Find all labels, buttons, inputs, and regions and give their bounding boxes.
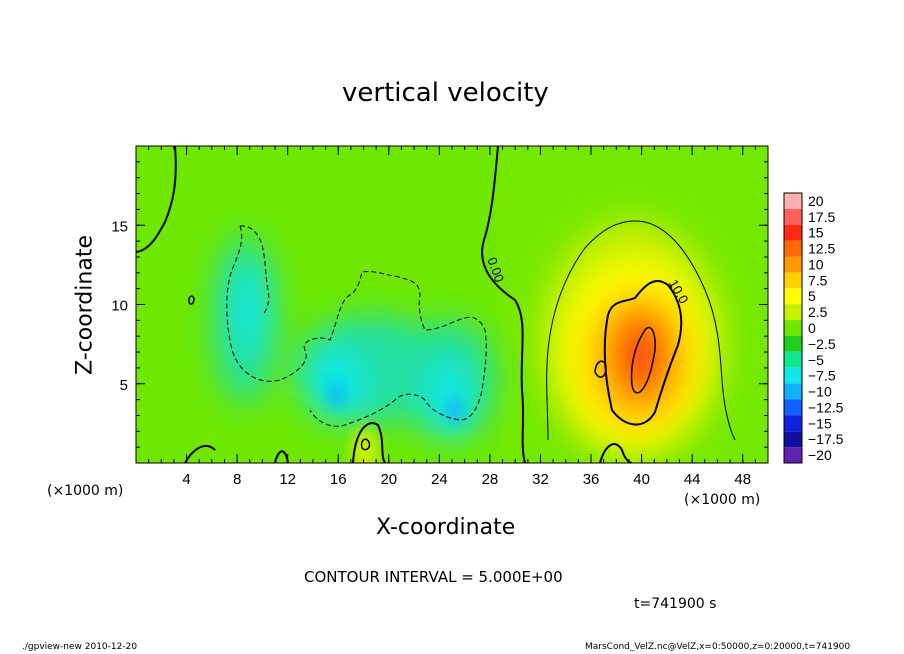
x-tick-label: 40 [633, 471, 650, 488]
colorbar-swatch [784, 415, 802, 432]
x-axis-unit-right: (×1000 m) [684, 492, 761, 508]
x-axis-unit-left: (×1000 m) [47, 483, 124, 499]
colorbar-label: −2.5 [808, 336, 836, 352]
x-tick-label: 36 [583, 471, 600, 488]
colorbar-label: −15 [808, 415, 832, 431]
x-tick-label: 8 [233, 471, 241, 488]
negative-contours [226, 225, 487, 427]
colorbar-swatch [784, 240, 802, 257]
colorbar: 2017.51512.5107.552.50−2.5−5−7.5−10−12.5… [783, 192, 844, 464]
colorbar-swatch [784, 367, 802, 384]
colorbar-swatch [784, 447, 802, 463]
colorbar-swatch [784, 193, 802, 209]
colorbar-label: 0 [808, 320, 816, 336]
colorbar-swatch [784, 256, 802, 273]
colorbar-label: −20 [808, 447, 832, 463]
colorbar-label: 17.5 [808, 209, 835, 225]
colorbar-label: 15 [808, 225, 824, 241]
x-tick-label: 28 [482, 471, 499, 488]
colorbar-label: 12.5 [808, 241, 835, 257]
colorbar-swatch [784, 272, 802, 289]
x-tick-label: 24 [431, 471, 448, 488]
chart-title: vertical velocity [342, 78, 549, 108]
colorbar-swatch [784, 320, 802, 336]
x-tick-label: 12 [279, 471, 296, 488]
plot-area: 0.00 10.0 [136, 146, 768, 463]
colorbar-swatch [784, 304, 802, 321]
x-tick-label: 32 [532, 471, 549, 488]
colorbar-label: 20 [808, 193, 824, 209]
contour-interval: CONTOUR INTERVAL = 5.000E+00 [304, 568, 563, 586]
contour-lines [136, 146, 736, 463]
colorbar-label: 7.5 [808, 272, 828, 288]
colorbar-label: 2.5 [808, 304, 828, 320]
updraft-plume [540, 220, 724, 460]
colorbar-swatch [784, 335, 802, 352]
colorbar-swatch [784, 208, 802, 225]
x-tick-label: 16 [330, 471, 347, 488]
colorbar-swatch [784, 431, 802, 448]
colorbar-label: 5 [808, 288, 816, 304]
colorbar-swatch [784, 399, 802, 416]
colorbar-swatch [784, 351, 802, 368]
colorbar-label: 10 [808, 256, 824, 272]
y-tick-label: 5 [120, 377, 128, 394]
x-tick-label: 48 [734, 471, 751, 488]
colorbar-label: −5 [808, 352, 824, 368]
time-stamp: t=741900 s [634, 596, 717, 612]
footer-right: MarsCond_VelZ.nc@VelZ,x=0:50000,z=0:2000… [585, 642, 851, 652]
colorbar-label: −10 [808, 384, 832, 400]
colorbar-label: −12.5 [808, 399, 844, 415]
colorbar-label: −7.5 [808, 368, 836, 384]
x-tick-label: 44 [684, 471, 701, 488]
x-tick-label: 20 [380, 471, 397, 488]
y-tick-label: 10 [111, 298, 128, 315]
x-axis-label: X-coordinate [376, 515, 516, 540]
x-tick-label: 4 [182, 471, 190, 488]
y-tick-label: 15 [111, 218, 128, 235]
colorbar-swatch [784, 288, 802, 305]
colorbar-label: −17.5 [808, 431, 844, 447]
footer-left: ./gpview-new 2010-12-20 [22, 642, 138, 652]
y-axis-label: Z-coordinate [72, 235, 98, 375]
colorbar-swatch [784, 224, 802, 241]
colorbar-swatch [784, 383, 802, 400]
